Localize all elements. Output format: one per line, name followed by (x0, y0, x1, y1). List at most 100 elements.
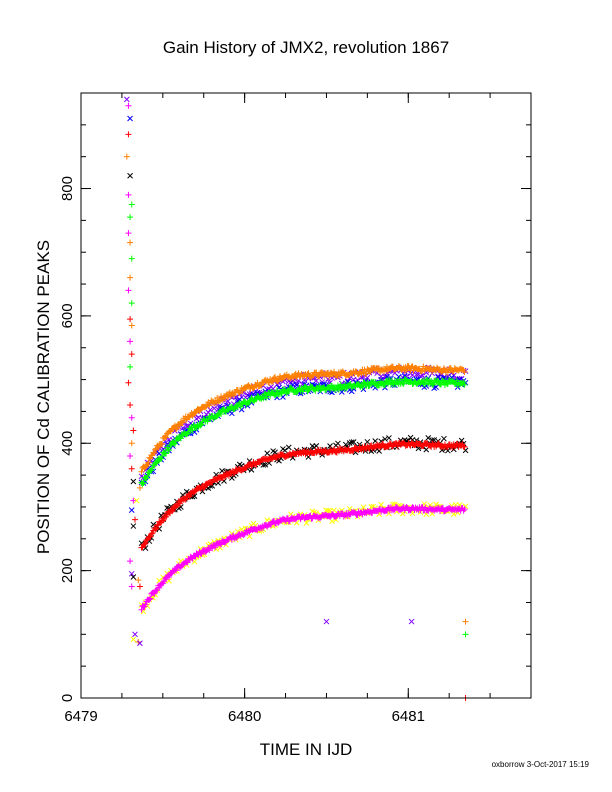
series-point-green (400, 380, 407, 387)
early-point-red (125, 131, 132, 138)
series-point-green (272, 392, 279, 399)
series-point-orange (145, 459, 152, 466)
series-point-green (149, 465, 156, 472)
early-point-black (130, 478, 137, 485)
series-point-black (262, 461, 269, 468)
series-point-red (461, 443, 468, 450)
series-point-green (277, 390, 284, 397)
early-point-green (128, 255, 135, 262)
series-point-red (200, 485, 207, 492)
series-point-green (163, 450, 170, 457)
series-point-magenta (212, 544, 219, 551)
series-point-magenta (403, 504, 410, 511)
series-point-magenta (151, 590, 158, 597)
early-point-red (128, 465, 135, 472)
chart-title: Gain History of JMX2, revolution 1867 (163, 38, 449, 57)
series-point-black (150, 521, 157, 528)
x-tick-label: 6480 (228, 708, 261, 725)
series-point-magenta (222, 539, 228, 546)
early-point-magenta (127, 558, 134, 565)
early-point-blue (128, 507, 135, 513)
y-tick-label: 0 (59, 694, 76, 702)
series-point-magenta (228, 536, 235, 543)
series-point-green (263, 394, 270, 401)
series-point-magenta (461, 506, 468, 513)
series-point-magenta (176, 564, 183, 571)
early-point-red (127, 316, 134, 323)
series-point-green (204, 418, 211, 425)
series-point-green (382, 381, 389, 388)
series-point-orange (326, 373, 333, 380)
series-point-green (184, 430, 191, 437)
series-point-black (429, 437, 436, 443)
series-point-blue (238, 406, 245, 413)
early-point-magenta (125, 287, 132, 294)
series-point-green (261, 391, 268, 398)
series-point-green (359, 384, 366, 391)
series-point-magenta (156, 584, 163, 591)
early-point-green (127, 363, 134, 370)
series-point-orange (444, 369, 451, 376)
series-point-magenta (203, 548, 210, 555)
series-point-black (285, 444, 292, 451)
series-point-magenta (384, 507, 390, 514)
early-point-orange (136, 484, 143, 491)
series-point-green (165, 446, 172, 453)
series-point-green (372, 378, 379, 385)
series-point-black (305, 454, 312, 460)
series-point-red (169, 507, 176, 514)
series-point-red (429, 440, 436, 447)
early-point-red (136, 583, 143, 590)
series-point-black (425, 435, 432, 441)
series-point-orange (438, 368, 445, 375)
footer-timestamp: oxborrow 3-Oct-2017 15:19 (492, 760, 590, 769)
series-point-orange (159, 440, 166, 447)
series-point-purple (211, 405, 218, 412)
plot-frame (80, 92, 532, 699)
early-point-orange (128, 322, 135, 329)
series-point-green (166, 447, 173, 454)
series-point-black (386, 435, 392, 441)
series-point-red (186, 493, 193, 500)
series-point-red (168, 508, 175, 515)
series-point-black (364, 438, 371, 445)
series-point-magenta (147, 595, 154, 602)
early-point-magenta (125, 230, 132, 237)
series-point-red (153, 525, 160, 532)
series-point-red (142, 540, 149, 547)
series-point-green (189, 427, 196, 434)
series-point-red (453, 440, 460, 447)
series-point-green (429, 381, 436, 388)
early-point-magenta (125, 102, 132, 109)
y-tick-label: 600 (59, 303, 76, 328)
early-point-magenta (130, 497, 137, 504)
early-point-blue (127, 115, 133, 122)
series-point-orange (305, 370, 312, 377)
series-point-yellow (360, 504, 367, 511)
plot-area (123, 96, 469, 701)
series-point-orange (230, 392, 237, 399)
outlier-point-green (462, 631, 469, 638)
series-point-black (260, 462, 267, 468)
y-tick-label: 400 (59, 431, 76, 456)
early-point-magenta (127, 338, 134, 345)
series-point-orange (147, 455, 154, 462)
series-point-black (327, 443, 333, 449)
series-point-orange (151, 449, 158, 456)
early-point-magenta (127, 453, 134, 459)
series-point-purple (413, 371, 420, 378)
early-point-purple (128, 570, 135, 577)
series-point-black (248, 467, 255, 473)
series-point-black (335, 440, 341, 447)
series-point-magenta (166, 573, 173, 580)
series-point-black (382, 436, 388, 442)
series-point-green (422, 381, 429, 388)
early-point-red (125, 379, 132, 386)
x-tick-label: 6481 (392, 708, 425, 725)
series-point-orange (196, 407, 203, 414)
series-point-orange (361, 366, 368, 373)
early-point-yellow (133, 497, 140, 504)
series-point-green (288, 385, 295, 392)
series-point-orange (295, 370, 302, 377)
early-point-purple (132, 631, 138, 638)
